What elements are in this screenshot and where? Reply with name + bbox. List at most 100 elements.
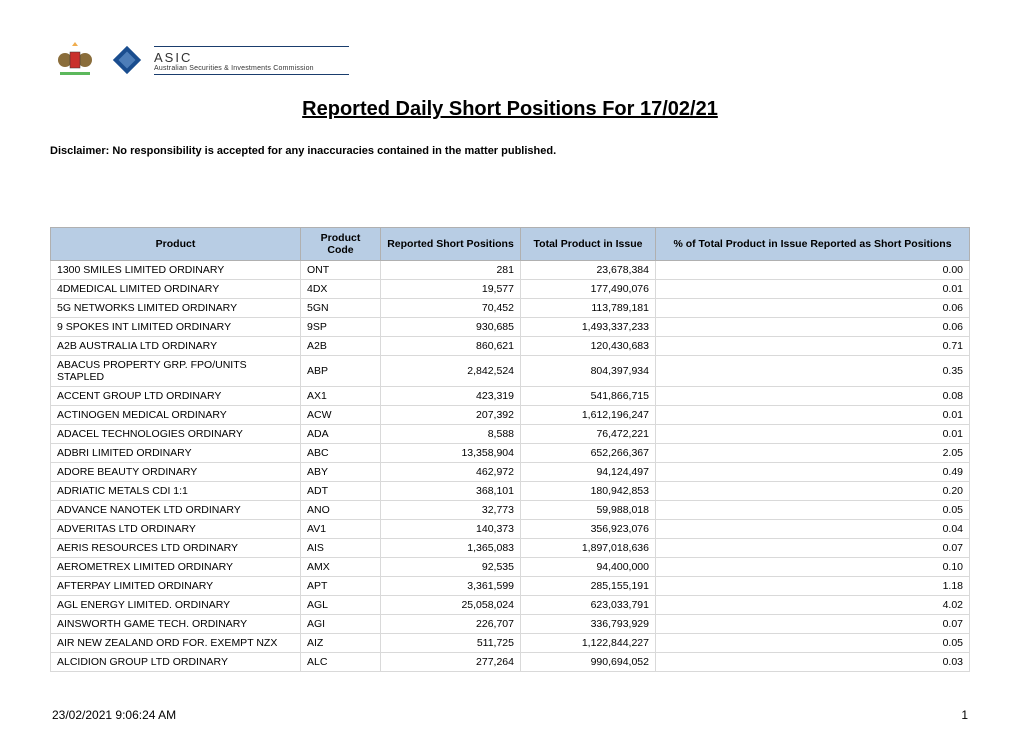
- col-header-short: Reported Short Positions: [381, 228, 521, 261]
- cell-total: 1,122,844,227: [521, 634, 656, 653]
- cell-pct: 0.01: [656, 406, 970, 425]
- cell-product: AINSWORTH GAME TECH. ORDINARY: [51, 615, 301, 634]
- cell-code: AX1: [301, 387, 381, 406]
- cell-code: AGI: [301, 615, 381, 634]
- document-page: ASIC Australian Securities & Investments…: [0, 0, 1020, 752]
- cell-pct: 0.07: [656, 539, 970, 558]
- cell-code: 4DX: [301, 280, 381, 299]
- table-row: ABACUS PROPERTY GRP. FPO/UNITS STAPLEDAB…: [51, 356, 970, 387]
- cell-product: A2B AUSTRALIA LTD ORDINARY: [51, 337, 301, 356]
- cell-pct: 0.49: [656, 463, 970, 482]
- cell-code: ABP: [301, 356, 381, 387]
- cell-short: 860,621: [381, 337, 521, 356]
- table-row: AIR NEW ZEALAND ORD FOR. EXEMPT NZXAIZ51…: [51, 634, 970, 653]
- col-header-total: Total Product in Issue: [521, 228, 656, 261]
- table-row: AINSWORTH GAME TECH. ORDINARYAGI226,7073…: [51, 615, 970, 634]
- cell-total: 1,897,018,636: [521, 539, 656, 558]
- table-body: 1300 SMILES LIMITED ORDINARYONT28123,678…: [51, 261, 970, 672]
- table-row: ADORE BEAUTY ORDINARYABY462,97294,124,49…: [51, 463, 970, 482]
- cell-short: 277,264: [381, 653, 521, 672]
- cell-code: ANO: [301, 501, 381, 520]
- table-row: ADVANCE NANOTEK LTD ORDINARYANO32,77359,…: [51, 501, 970, 520]
- cell-code: ONT: [301, 261, 381, 280]
- table-row: AFTERPAY LIMITED ORDINARYAPT3,361,599285…: [51, 577, 970, 596]
- cell-short: 32,773: [381, 501, 521, 520]
- cell-total: 336,793,929: [521, 615, 656, 634]
- cell-short: 140,373: [381, 520, 521, 539]
- cell-pct: 4.02: [656, 596, 970, 615]
- cell-product: 5G NETWORKS LIMITED ORDINARY: [51, 299, 301, 318]
- cell-pct: 0.20: [656, 482, 970, 501]
- cell-pct: 0.01: [656, 280, 970, 299]
- table-row: 4DMEDICAL LIMITED ORDINARY4DX19,577177,4…: [51, 280, 970, 299]
- cell-pct: 1.18: [656, 577, 970, 596]
- cell-short: 281: [381, 261, 521, 280]
- cell-code: 5GN: [301, 299, 381, 318]
- cell-code: 9SP: [301, 318, 381, 337]
- cell-pct: 0.08: [656, 387, 970, 406]
- cell-product: ADVERITAS LTD ORDINARY: [51, 520, 301, 539]
- cell-total: 356,923,076: [521, 520, 656, 539]
- cell-pct: 0.05: [656, 501, 970, 520]
- cell-short: 13,358,904: [381, 444, 521, 463]
- cell-code: ABC: [301, 444, 381, 463]
- cell-product: ADACEL TECHNOLOGIES ORDINARY: [51, 425, 301, 444]
- asic-diamond-icon: [110, 43, 144, 77]
- cell-total: 94,400,000: [521, 558, 656, 577]
- cell-product: AERIS RESOURCES LTD ORDINARY: [51, 539, 301, 558]
- cell-product: ACTINOGEN MEDICAL ORDINARY: [51, 406, 301, 425]
- cell-pct: 0.05: [656, 634, 970, 653]
- cell-product: ADRIATIC METALS CDI 1:1: [51, 482, 301, 501]
- table-row: ADBRI LIMITED ORDINARYABC13,358,904652,2…: [51, 444, 970, 463]
- cell-short: 511,725: [381, 634, 521, 653]
- table-row: ALCIDION GROUP LTD ORDINARYALC277,264990…: [51, 653, 970, 672]
- cell-total: 59,988,018: [521, 501, 656, 520]
- disclaimer-text: Disclaimer: No responsibility is accepte…: [50, 145, 970, 157]
- cell-code: ADT: [301, 482, 381, 501]
- cell-pct: 0.00: [656, 261, 970, 280]
- cell-pct: 0.01: [656, 425, 970, 444]
- cell-code: AMX: [301, 558, 381, 577]
- col-header-code: Product Code: [301, 228, 381, 261]
- cell-pct: 0.03: [656, 653, 970, 672]
- table-row: AGL ENERGY LIMITED. ORDINARYAGL25,058,02…: [51, 596, 970, 615]
- cell-total: 1,493,337,233: [521, 318, 656, 337]
- cell-short: 3,361,599: [381, 577, 521, 596]
- table-row: ADRIATIC METALS CDI 1:1ADT368,101180,942…: [51, 482, 970, 501]
- cell-pct: 0.07: [656, 615, 970, 634]
- table-row: ACTINOGEN MEDICAL ORDINARYACW207,3921,61…: [51, 406, 970, 425]
- cell-product: AEROMETREX LIMITED ORDINARY: [51, 558, 301, 577]
- table-row: ADVERITAS LTD ORDINARYAV1140,373356,923,…: [51, 520, 970, 539]
- cell-total: 177,490,076: [521, 280, 656, 299]
- cell-short: 930,685: [381, 318, 521, 337]
- cell-code: AIS: [301, 539, 381, 558]
- cell-short: 70,452: [381, 299, 521, 318]
- page-title: Reported Daily Short Positions For 17/02…: [50, 98, 970, 121]
- cell-product: ABACUS PROPERTY GRP. FPO/UNITS STAPLED: [51, 356, 301, 387]
- cell-total: 94,124,497: [521, 463, 656, 482]
- cell-short: 423,319: [381, 387, 521, 406]
- cell-short: 207,392: [381, 406, 521, 425]
- table-row: AERIS RESOURCES LTD ORDINARYAIS1,365,083…: [51, 539, 970, 558]
- table-header-row: Product Product Code Reported Short Posi…: [51, 228, 970, 261]
- cell-total: 652,266,367: [521, 444, 656, 463]
- cell-product: ACCENT GROUP LTD ORDINARY: [51, 387, 301, 406]
- short-positions-table: Product Product Code Reported Short Posi…: [50, 227, 970, 672]
- asic-text-block: ASIC Australian Securities & Investments…: [154, 46, 349, 75]
- cell-product: 1300 SMILES LIMITED ORDINARY: [51, 261, 301, 280]
- cell-product: AFTERPAY LIMITED ORDINARY: [51, 577, 301, 596]
- cell-code: ACW: [301, 406, 381, 425]
- col-header-pct: % of Total Product in Issue Reported as …: [656, 228, 970, 261]
- cell-code: AV1: [301, 520, 381, 539]
- cell-code: AIZ: [301, 634, 381, 653]
- cell-total: 120,430,683: [521, 337, 656, 356]
- table-row: ADACEL TECHNOLOGIES ORDINARYADA8,58876,4…: [51, 425, 970, 444]
- cell-code: AGL: [301, 596, 381, 615]
- table-row: AEROMETREX LIMITED ORDINARYAMX92,53594,4…: [51, 558, 970, 577]
- cell-short: 19,577: [381, 280, 521, 299]
- cell-short: 25,058,024: [381, 596, 521, 615]
- cell-short: 462,972: [381, 463, 521, 482]
- asic-fullname: Australian Securities & Investments Comm…: [154, 65, 349, 72]
- cell-total: 23,678,384: [521, 261, 656, 280]
- cell-short: 1,365,083: [381, 539, 521, 558]
